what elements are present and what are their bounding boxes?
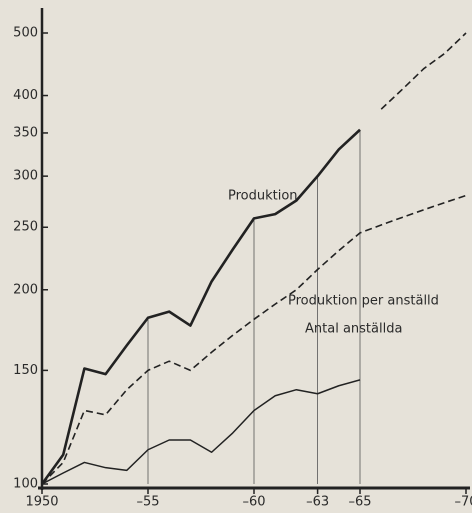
- series-line: [40, 128, 361, 485]
- series-line: [41, 379, 361, 485]
- y-tick-label: 250: [13, 220, 38, 235]
- x-tick-label: –70: [454, 495, 472, 510]
- y-tick-label: 150: [13, 363, 38, 378]
- x-tick-label: –63: [306, 495, 329, 510]
- y-tick-label: 100: [13, 477, 38, 492]
- series-label: Antal anställda: [305, 322, 402, 337]
- series-line: [41, 194, 467, 485]
- y-tick-label: 200: [13, 282, 38, 297]
- series-label: Produktion: [228, 189, 298, 204]
- y-tick-label: 400: [13, 88, 38, 103]
- x-tick-label: –55: [136, 495, 159, 510]
- series-label: Produktion per anställd: [288, 294, 439, 309]
- y-tick-label: 500: [13, 26, 38, 41]
- series-line: [380, 32, 467, 110]
- x-tick-label: 1950: [25, 495, 58, 510]
- y-tick-label: 300: [13, 169, 38, 184]
- x-tick-label: –60: [242, 495, 265, 510]
- x-tick-label: –65: [348, 495, 371, 510]
- y-tick-label: 350: [13, 125, 38, 140]
